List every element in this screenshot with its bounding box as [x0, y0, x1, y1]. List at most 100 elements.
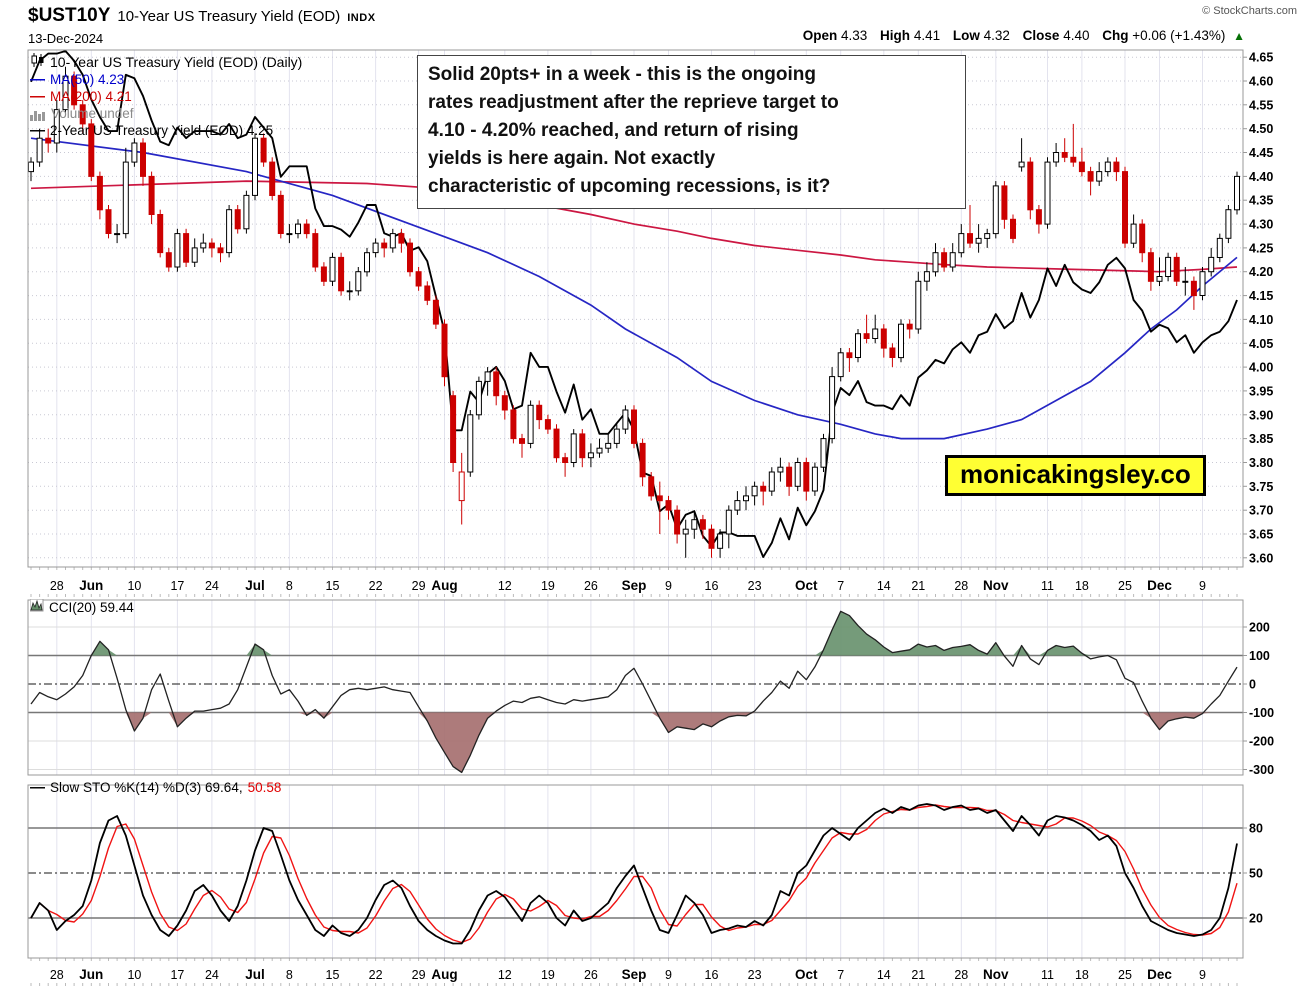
svg-text:4.15: 4.15 — [1249, 289, 1273, 303]
sto-swatch-icon: — — [30, 778, 45, 796]
svg-text:Sep: Sep — [622, 967, 647, 982]
open-label: Open — [802, 28, 838, 43]
legend-cci: CCI(20) 59.44 — [29, 598, 134, 615]
svg-text:3.80: 3.80 — [1249, 456, 1273, 470]
copyright: © StockCharts.com — [1202, 5, 1297, 17]
up-triangle-icon: ▲ — [1233, 29, 1245, 43]
ohlc-quote-row: Open 4.33 High 4.41 Low 4.32 Close 4.40 … — [794, 28, 1245, 43]
legend-ma200-label: MA(200) 4.21 — [50, 89, 132, 104]
svg-text:7: 7 — [837, 968, 844, 982]
legend-2y-overlay: — 2-Year US Treasury Yield (EOD) 4.25 — [30, 121, 273, 139]
svg-text:50: 50 — [1249, 867, 1263, 881]
svg-text:-200: -200 — [1249, 735, 1274, 749]
svg-text:15: 15 — [326, 579, 340, 593]
symbol-ticker: $UST10Y — [28, 5, 111, 26]
overlay-swatch-icon: — — [30, 121, 45, 139]
svg-text:17: 17 — [170, 968, 184, 982]
svg-text:4.35: 4.35 — [1249, 194, 1273, 208]
svg-text:8: 8 — [286, 579, 293, 593]
legend-ma200: — MA(200) 4.21 — [30, 89, 132, 105]
svg-text:15: 15 — [326, 968, 340, 982]
svg-text:28: 28 — [954, 968, 968, 982]
svg-text:200: 200 — [1249, 621, 1270, 635]
svg-text:22: 22 — [369, 968, 383, 982]
svg-text:Dec: Dec — [1147, 578, 1172, 593]
legend-cci-label: CCI(20) 59.44 — [49, 599, 134, 615]
svg-text:3.75: 3.75 — [1249, 480, 1273, 494]
svg-text:Jun: Jun — [79, 967, 103, 982]
svg-text:7: 7 — [837, 579, 844, 593]
volume-bars-icon — [30, 106, 46, 121]
cci-area-icon — [29, 598, 44, 615]
svg-text:21: 21 — [911, 968, 925, 982]
legend-sto-d-value: 50.58 — [247, 780, 282, 795]
svg-text:10: 10 — [127, 579, 141, 593]
svg-text:23: 23 — [748, 579, 762, 593]
svg-text:25: 25 — [1118, 968, 1132, 982]
low-value: 4.32 — [983, 28, 1010, 43]
legend-main-label: 10-Year US Treasury Yield (EOD) (Daily) — [50, 53, 303, 70]
svg-text:24: 24 — [205, 968, 219, 982]
svg-text:Aug: Aug — [431, 578, 457, 593]
svg-text:80: 80 — [1249, 822, 1263, 836]
svg-text:4.55: 4.55 — [1249, 98, 1273, 112]
chart-date: 13-Dec-2024 — [28, 31, 104, 46]
high-label: High — [880, 28, 911, 43]
svg-text:Sep: Sep — [622, 578, 647, 593]
legend-sto-k-label: Slow STO %K(14) %D(3) 69.64, — [50, 780, 243, 795]
chart-header: $UST10Y 10-Year US Treasury Yield (EOD) … — [28, 5, 376, 27]
svg-text:12: 12 — [498, 579, 512, 593]
svg-text:Nov: Nov — [983, 967, 1009, 982]
svg-text:Oct: Oct — [795, 967, 818, 982]
svg-text:21: 21 — [911, 579, 925, 593]
svg-text:19: 19 — [541, 968, 555, 982]
svg-text:100: 100 — [1249, 649, 1270, 663]
svg-text:4.20: 4.20 — [1249, 265, 1273, 279]
svg-text:11: 11 — [1041, 579, 1054, 593]
svg-text:26: 26 — [584, 968, 598, 982]
candlestick-icon — [30, 53, 45, 70]
close-label: Close — [1022, 28, 1060, 43]
svg-text:4.40: 4.40 — [1249, 170, 1273, 184]
svg-text:Oct: Oct — [795, 578, 818, 593]
svg-text:Dec: Dec — [1147, 967, 1172, 982]
legend-stochastic: — Slow STO %K(14) %D(3) 69.64, 50.58 — [30, 778, 282, 796]
svg-text:3.85: 3.85 — [1249, 432, 1273, 446]
svg-text:28: 28 — [954, 579, 968, 593]
svg-text:24: 24 — [205, 579, 219, 593]
svg-text:3.60: 3.60 — [1249, 551, 1273, 565]
svg-text:0: 0 — [1249, 678, 1256, 692]
svg-text:25: 25 — [1118, 579, 1132, 593]
svg-text:12: 12 — [498, 968, 512, 982]
svg-text:8: 8 — [286, 968, 293, 982]
svg-text:4.30: 4.30 — [1249, 218, 1273, 232]
legend-ma50-label: MA(50) 4.23 — [50, 72, 125, 87]
legend-ma50: — MA(50) 4.23 — [30, 72, 125, 88]
svg-text:28: 28 — [50, 579, 64, 593]
svg-text:4.00: 4.00 — [1249, 361, 1273, 375]
watermark-badge: monicakingsley.co — [945, 455, 1206, 496]
svg-text:-100: -100 — [1249, 706, 1274, 720]
svg-text:Aug: Aug — [431, 967, 457, 982]
svg-text:16: 16 — [705, 579, 719, 593]
svg-text:Nov: Nov — [983, 578, 1009, 593]
legend-volume-label: Volume undef — [51, 106, 134, 121]
svg-text:3.95: 3.95 — [1249, 384, 1273, 398]
svg-text:Jun: Jun — [79, 578, 103, 593]
svg-text:Jul: Jul — [245, 967, 265, 982]
svg-text:3.65: 3.65 — [1249, 528, 1273, 542]
svg-text:4.10: 4.10 — [1249, 313, 1273, 327]
svg-text:19: 19 — [541, 579, 555, 593]
svg-text:4.65: 4.65 — [1249, 51, 1273, 65]
svg-text:20: 20 — [1249, 912, 1263, 926]
svg-text:9: 9 — [1199, 968, 1206, 982]
chg-label: Chg — [1102, 28, 1129, 43]
svg-text:11: 11 — [1041, 968, 1054, 982]
annotation-box: Solid 20pts+ in a week - this is the ong… — [417, 55, 966, 209]
svg-text:3.70: 3.70 — [1249, 504, 1273, 518]
svg-text:4.50: 4.50 — [1249, 122, 1273, 136]
svg-text:4.60: 4.60 — [1249, 75, 1273, 89]
svg-text:14: 14 — [877, 968, 891, 982]
exchange-label: INDX — [347, 12, 376, 24]
svg-text:17: 17 — [170, 579, 184, 593]
